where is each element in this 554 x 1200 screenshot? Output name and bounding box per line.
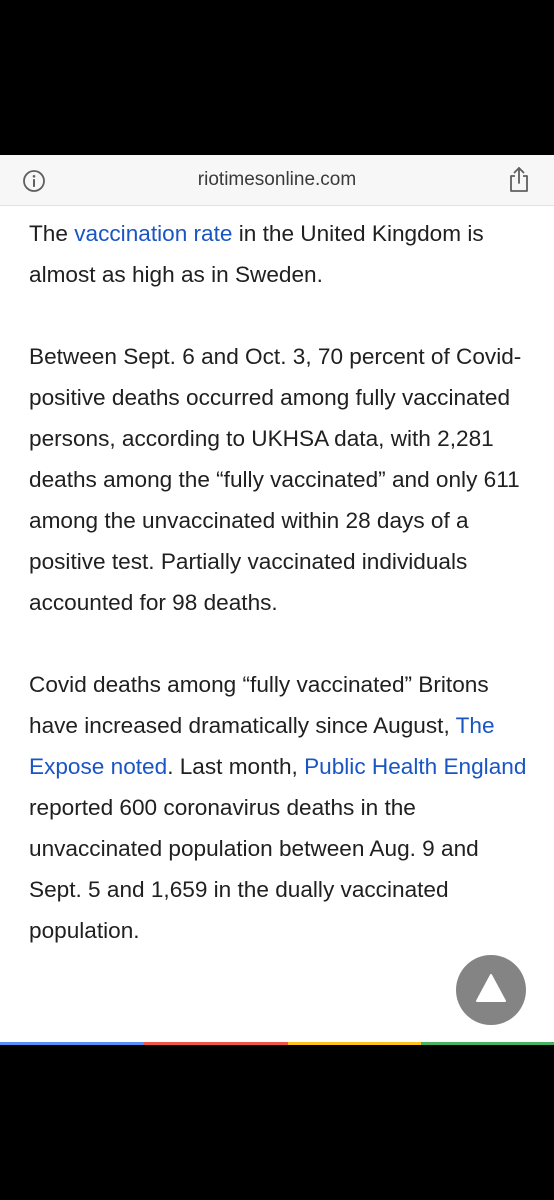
page-load-indicator	[0, 1042, 554, 1045]
bottom-black-bar	[0, 1045, 554, 1200]
scroll-to-top-button[interactable]	[456, 955, 526, 1025]
info-circle-icon[interactable]	[22, 169, 46, 193]
browser-screen: riotimesonline.com The vaccination rate …	[0, 155, 554, 1045]
vaccination-rate-link[interactable]: vaccination rate	[74, 221, 233, 246]
paragraph-1: The vaccination rate in the United Kingd…	[29, 213, 529, 295]
p3-text-3: reported 600 coronavirus deaths in the u…	[29, 795, 479, 943]
p3-text-1: Covid deaths among “fully vaccinated” Br…	[29, 672, 489, 738]
share-icon[interactable]	[508, 166, 530, 194]
p3-text-2: . Last month,	[167, 754, 305, 779]
address-bar[interactable]: riotimesonline.com	[0, 155, 554, 206]
top-black-bar	[0, 0, 554, 155]
article-body: The vaccination rate in the United Kingd…	[29, 213, 529, 992]
p1-text-end: in the United Kingdom is almost as high …	[29, 221, 484, 287]
paragraph-3: Covid deaths among “fully vaccinated” Br…	[29, 664, 529, 951]
arrow-up-triangle-icon	[476, 974, 506, 1002]
p1-text-start: The	[29, 221, 75, 246]
public-health-england-link[interactable]: Public Health England	[304, 754, 527, 779]
the-expose-link[interactable]: The Expose noted	[29, 713, 495, 779]
site-domain: riotimesonline.com	[197, 169, 357, 190]
paragraph-2: Between Sept. 6 and Oct. 3, 70 percent o…	[29, 344, 522, 615]
